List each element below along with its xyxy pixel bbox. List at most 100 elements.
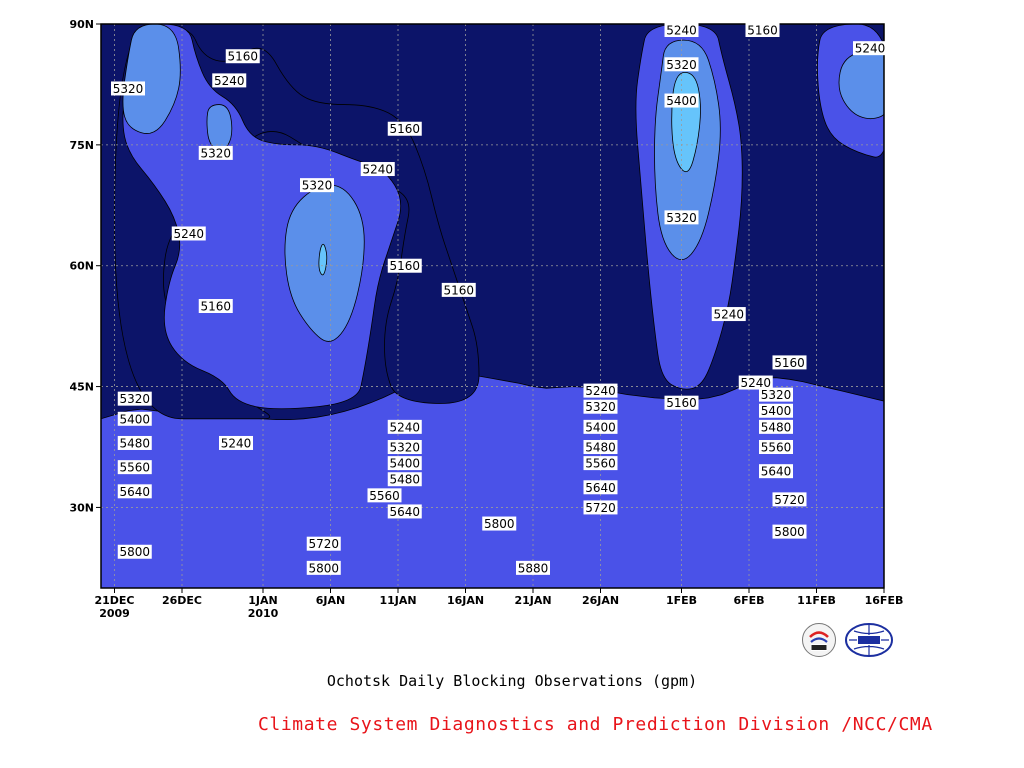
contour-label-text: 5320 (585, 400, 616, 414)
contour-label-text: 5720 (774, 493, 805, 507)
contour-label: 5160 (441, 282, 476, 297)
contour-label-text: 5240 (740, 376, 771, 390)
contour-label-box (441, 282, 476, 297)
contour-label-box (759, 387, 793, 402)
contour-label: 5240 (212, 73, 247, 88)
contour-label-box (738, 375, 773, 390)
contour-label-box (387, 419, 422, 434)
x-tick-label: 16FEB (865, 594, 904, 607)
contour-label: 5240 (387, 419, 422, 434)
contour-label-text: 5480 (585, 441, 616, 455)
contour-label-box (225, 49, 260, 64)
contour-label: 5160 (198, 299, 233, 314)
contour-label-text: 5320 (119, 392, 150, 406)
contour-label: 5160 (745, 23, 780, 38)
contour-label: 5880 (516, 560, 550, 575)
contour-label-text: 5400 (585, 420, 616, 434)
contour-label-text: 5800 (774, 525, 805, 539)
y-tick-label: 75N (69, 139, 94, 152)
contour-label-box (117, 460, 152, 475)
contour-label-box (198, 145, 233, 160)
contour-label-box (583, 500, 618, 515)
contour-label-text: 5160 (774, 356, 805, 370)
contour-label: 5160 (387, 121, 422, 136)
contour-label: 5240 (664, 23, 699, 38)
contour-label-box (360, 162, 395, 177)
y-tick-label: 30N (69, 501, 94, 514)
contour-label: 5640 (583, 480, 618, 495)
contour-label-box (212, 73, 247, 88)
contour-label: 5320 (198, 145, 233, 160)
x-tick-label: 21DEC (94, 594, 134, 607)
ncc-logo-icon (845, 623, 893, 657)
contour-label: 5560 (583, 456, 618, 471)
contour-label-text: 5560 (585, 457, 616, 471)
x-tick-year: 2009 (99, 607, 130, 620)
contour-label-text: 5400 (666, 94, 697, 108)
contour-label-text: 5640 (585, 481, 616, 495)
contour-label-text: 5320 (302, 179, 333, 193)
contour-label-box (387, 504, 422, 519)
contour-label-text: 5640 (389, 505, 420, 519)
y-axis: 90N 75N 60N 45N 30N (69, 18, 101, 514)
contour-label: 5240 (738, 375, 773, 390)
contour-label: 5400 (664, 93, 699, 108)
contour-label-box (300, 178, 334, 193)
x-tick-label: 16JAN (447, 594, 484, 607)
contour-label-box (516, 560, 550, 575)
contour-label: 5400 (759, 403, 793, 418)
contour-label-box (664, 23, 699, 37)
contour-label: 5800 (306, 560, 341, 575)
contour-label: 5320 (759, 387, 793, 402)
contour-label-text: 5240 (585, 384, 616, 398)
contour-label-box (583, 383, 618, 398)
contour-label-text: 5480 (119, 436, 150, 450)
x-tick-label: 26DEC (162, 594, 202, 607)
contour-label-text: 5800 (119, 545, 150, 559)
contour-label-text: 5480 (761, 420, 792, 434)
contour-label-text: 5320 (666, 58, 697, 72)
x-tick-label: 1FEB (666, 594, 697, 607)
contour-label-box (117, 411, 152, 426)
contour-label: 5240 (171, 226, 206, 241)
contour-label-box (111, 81, 145, 96)
contour-label-box (772, 492, 807, 507)
contour-label-box (387, 258, 422, 273)
contour-label-text: 5720 (308, 537, 339, 551)
contour-label: 5160 (664, 395, 699, 410)
contour-label: 5480 (387, 472, 422, 487)
contour-label-text: 5400 (761, 404, 792, 418)
contour-label-box (664, 57, 699, 72)
contour-label-text: 5240 (214, 74, 245, 88)
contour-label: 5640 (387, 504, 422, 519)
contour-label-box (219, 435, 253, 450)
contour-label-text: 5320 (761, 388, 792, 402)
x-tick-label: 6JAN (316, 594, 345, 607)
contour-label-text: 5560 (119, 461, 150, 475)
contour-label-text: 5160 (200, 300, 231, 314)
contour-label-text: 5240 (362, 163, 393, 177)
contour-label-box (664, 210, 699, 225)
contour-label: 5720 (306, 536, 341, 551)
contour-label: 5480 (117, 435, 152, 450)
contour-label-box (198, 299, 233, 313)
contour-label-box (772, 355, 807, 370)
contour-label-box (745, 23, 780, 37)
contour-label: 5560 (117, 460, 152, 475)
contour-label: 5800 (482, 516, 517, 531)
contour-label-box (583, 399, 618, 414)
contour-label: 5320 (583, 399, 618, 414)
contour-region-5320 (206, 104, 233, 151)
contour-label: 5240 (711, 307, 746, 322)
contour-label: 5560 (367, 488, 402, 503)
contour-label-text: 5160 (389, 122, 420, 136)
x-tick-label: 21JAN (514, 594, 551, 607)
contour-label-box (664, 93, 699, 108)
contour-label-box (117, 391, 152, 406)
contour-labels: 5320516052405320524051605320524051605160… (111, 23, 887, 575)
contour-label-text: 5240 (389, 420, 420, 434)
contour-label: 5240 (853, 41, 887, 56)
contour-region-5400 (318, 243, 328, 276)
contour-label: 5720 (772, 492, 807, 507)
contour-label-text: 5240 (666, 24, 697, 38)
